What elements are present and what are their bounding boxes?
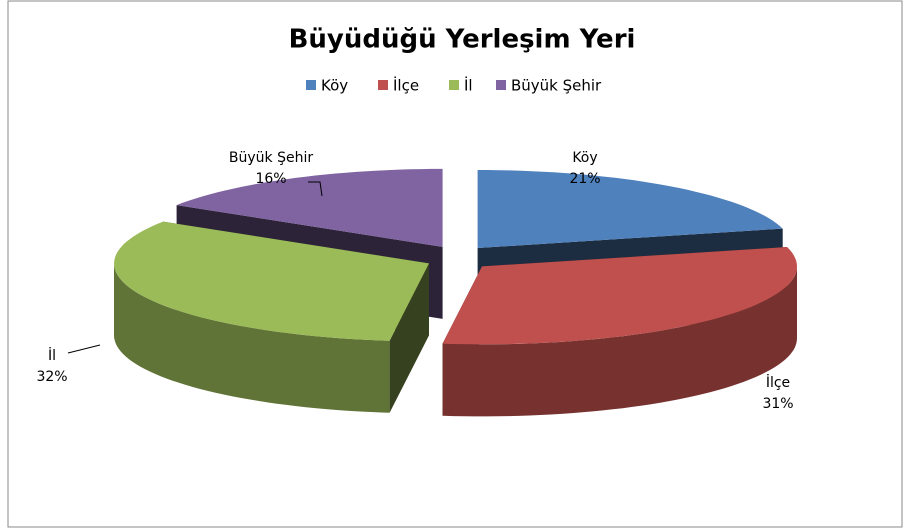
legend-label: İlçe — [393, 76, 419, 95]
legend-label: İl — [464, 76, 473, 95]
slice-top — [176, 168, 443, 247]
slice-top — [477, 170, 783, 248]
data-label: 32% — [36, 369, 67, 385]
slice-top — [114, 221, 429, 341]
data-label: 16% — [255, 171, 286, 187]
legend-swatch — [496, 80, 506, 90]
slice-wall — [442, 266, 797, 417]
data-label: 21% — [569, 171, 600, 187]
data-label: 31% — [762, 396, 793, 412]
data-label-name: İlçe — [766, 373, 790, 391]
data-label-name: Köy — [572, 150, 597, 166]
legend-label: Köy — [321, 77, 348, 95]
pie-slice — [442, 247, 797, 417]
legend-label: Büyük Şehir — [511, 77, 602, 95]
legend-swatch — [378, 80, 388, 90]
data-label-name: Büyük Şehir — [229, 150, 313, 166]
legend-swatch — [306, 80, 316, 90]
leader-line — [308, 181, 323, 197]
data-label-name: İl — [48, 346, 56, 364]
chart-title: Büyüdüğü Yerleşim Yeri — [289, 25, 636, 55]
slice-top — [442, 247, 797, 345]
slice-wall — [114, 263, 390, 413]
legend-swatch — [449, 80, 459, 90]
pie-slice — [114, 221, 429, 413]
leader-line — [67, 344, 101, 354]
